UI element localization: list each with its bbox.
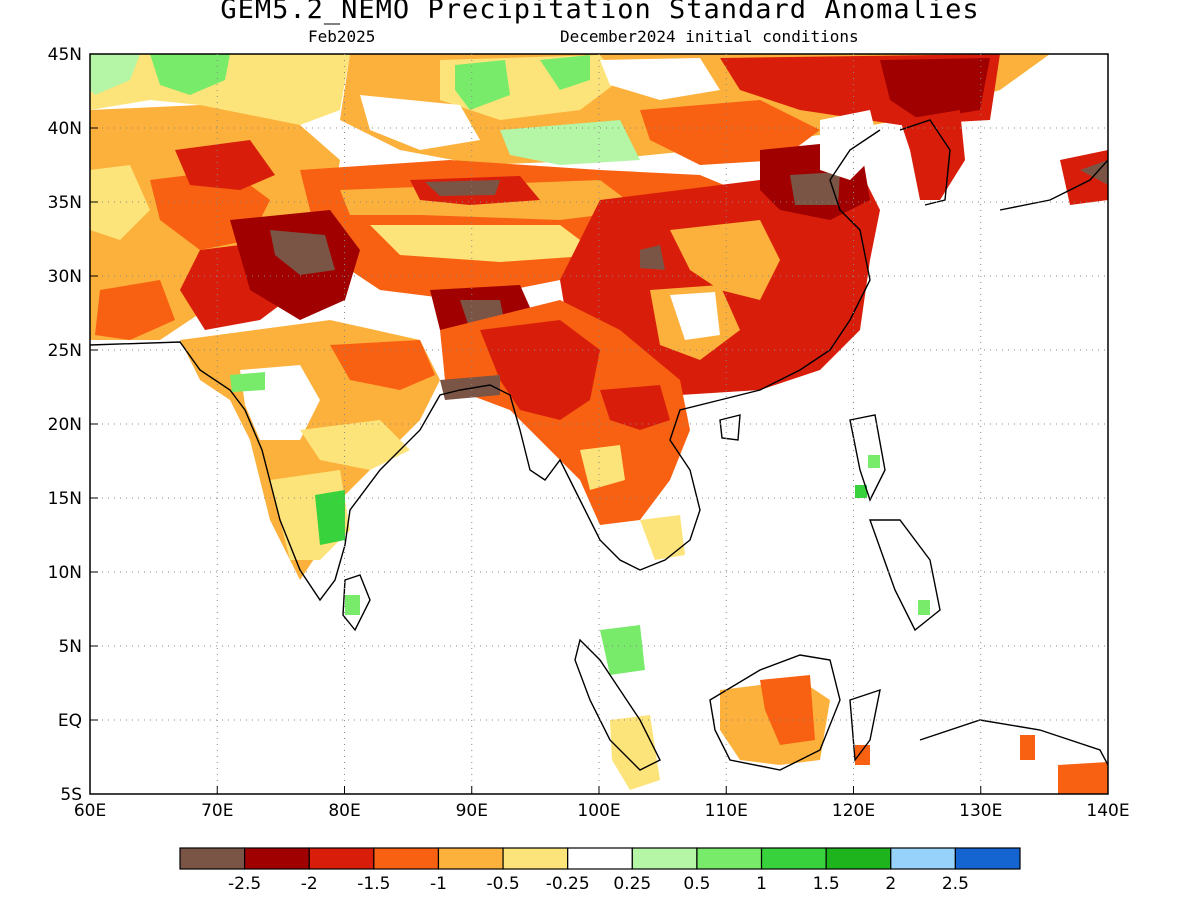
colorbar-swatch (179, 847, 246, 870)
x-tick-label: 80E (328, 801, 360, 821)
colorbar-swatch (373, 847, 440, 870)
map-title: GEM5.2_NEMO Precipitation Standard Anoma… (220, 0, 980, 25)
y-tick-label: 10N (48, 563, 82, 583)
coastlines (90, 119, 1108, 771)
x-tick-label: 90E (456, 801, 488, 821)
x-tick-label: 120E (832, 801, 875, 821)
colorbar-swatch (502, 847, 569, 870)
colorbar-swatch (954, 847, 1021, 870)
colorbar-swatch (308, 847, 375, 870)
x-tick-label: 130E (959, 801, 1002, 821)
colorbar-swatch (437, 847, 504, 870)
colorbar-label: -0.5 (486, 874, 519, 894)
colorbar-label: 2.5 (942, 874, 969, 894)
y-tick-label: 35N (48, 193, 82, 213)
colorbar-swatch (825, 847, 892, 870)
x-tick-label: 140E (1086, 801, 1129, 821)
colorbar-label: -0.25 (546, 874, 590, 894)
y-tick-label: 5S (60, 785, 82, 805)
y-tick-label: 5N (58, 637, 82, 657)
x-axis: 60E 70E 80E 90E 100E 110E 120E 130E 140E (74, 786, 1130, 821)
colorbar-swatch (890, 847, 956, 870)
y-axis: 45N 40N 35N 30N 25N 20N 15N 10N 5N EQ 5S (48, 45, 98, 805)
colorbar-label: 0.5 (683, 874, 710, 894)
y-tick-label: 25N (48, 341, 82, 361)
x-tick-label: 100E (577, 801, 620, 821)
x-tick-label: 110E (705, 801, 748, 821)
colorbar-swatch (760, 847, 827, 870)
colorbar-swatch (567, 847, 633, 870)
colorbar-swatch (244, 847, 310, 870)
colorbar-swatch (696, 847, 763, 870)
colorbar-label: -2.5 (228, 874, 261, 894)
y-tick-label: EQ (58, 711, 82, 731)
colorbar-label: 0.25 (613, 874, 651, 894)
x-tick-label: 70E (201, 801, 233, 821)
colorbar: -2.5 -2 -1.5 -1 -0.5 -0.25 0.25 0.5 1 1.5 2 2.5 (179, 847, 1021, 894)
colorbar-swatch (631, 847, 698, 870)
valid-month-label: Feb2025 (308, 27, 376, 46)
colorbar-label: -1 (430, 874, 447, 894)
x-tick-label: 60E (74, 801, 106, 821)
y-tick-label: 45N (48, 45, 82, 65)
colorbar-label: 1.5 (813, 874, 840, 894)
y-tick-label: 20N (48, 415, 82, 435)
initial-conditions-label: December2024 initial conditions (560, 27, 859, 46)
colorbar-label: -1.5 (357, 874, 390, 894)
colorbar-label: 1 (756, 874, 767, 894)
y-tick-label: 30N (48, 267, 82, 287)
anomaly-field (90, 54, 1108, 794)
colorbar-label: 2 (885, 874, 896, 894)
y-tick-label: 40N (48, 119, 82, 139)
y-tick-label: 15N (48, 489, 82, 509)
colorbar-label: -2 (301, 874, 318, 894)
